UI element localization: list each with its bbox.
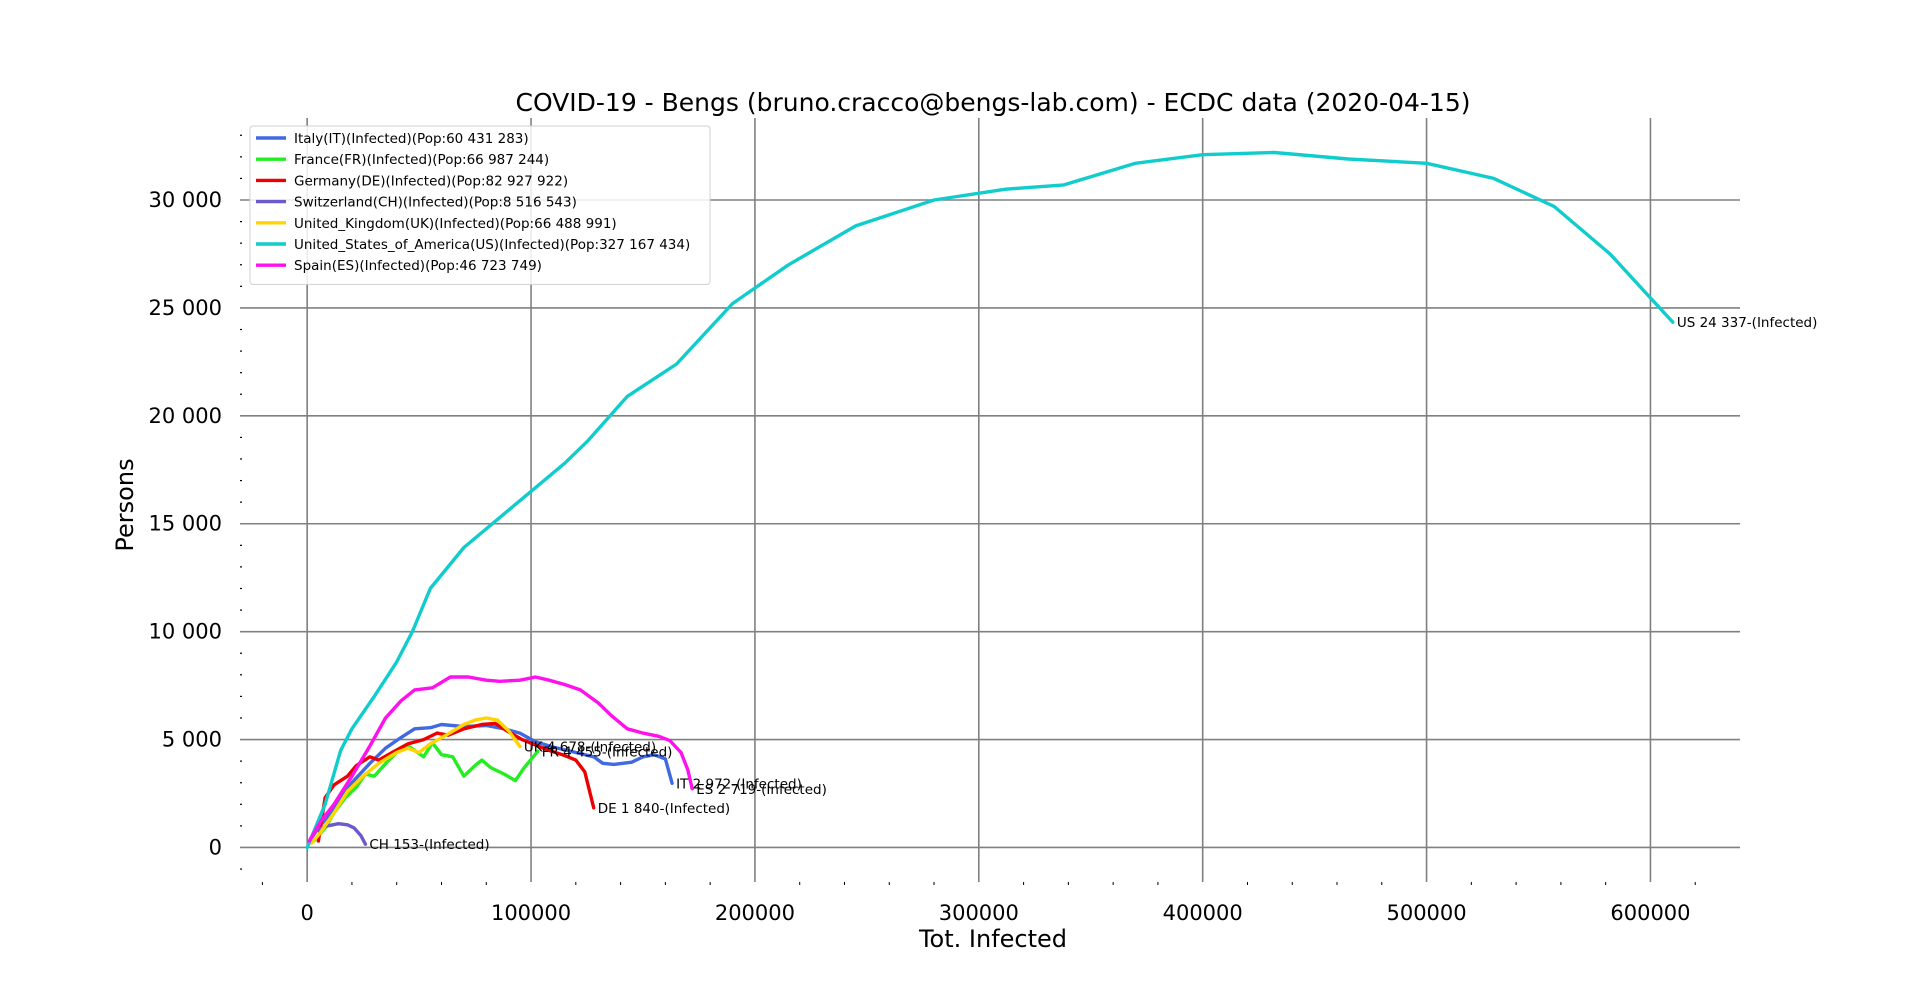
y-tick-label: 15 000 [149,512,222,536]
y-tick-label: 10 000 [149,620,222,644]
series-line [305,150,1675,850]
y-tick-label: 5 000 [162,728,222,752]
series-lines [305,150,1675,850]
legend-entry: Italy(IT)(Infected)(Pop:60 431 283) [294,131,529,147]
legend-entry: Germany(DE)(Infected)(Pop:82 927 922) [294,173,568,189]
legend-entry: France(FR)(Infected)(Pop:66 987 244) [294,152,549,168]
x-tick-label: 400000 [1163,901,1243,925]
x-tick-label: 100000 [491,901,571,925]
series-line [309,716,522,845]
y-tick-label: 0 [209,835,222,859]
series-end-labels: IT 2 972-(Infected)FR 4 455-(Infected) DE… [369,315,1817,853]
series-end-label: ES 2 719-(Infected) [696,782,827,798]
x-axis-label: Tot. Infected [918,925,1067,953]
y-tick-label: 30 000 [149,188,222,212]
x-tick-label: 600000 [1610,901,1690,925]
x-tick-label: 500000 [1386,901,1466,925]
x-tick-label: 200000 [715,901,795,925]
series-end-label: DE 1 840-(Infected) [598,801,730,817]
x-tick-label: 300000 [939,901,1019,925]
series-line [307,675,694,843]
legend: Italy(IT)(Infected)(Pop:60 431 283) Franc… [249,125,711,285]
x-tick-label: 0 [300,901,313,925]
series-line [312,741,540,843]
series-end-label: FR 4 455-(Infected) [542,744,673,760]
series-end-label: US 24 337-(Infected) [1677,315,1818,331]
y-tick-label: 25 000 [149,296,222,320]
legend-entry: United_Kingdom(UK)(Infected)(Pop:66 488 … [294,216,617,232]
series-end-label: IT 2 972-(Infected) [676,776,802,792]
chart-title: COVID-19 - Bengs (bruno.cracco@bengs-lab… [515,88,1470,117]
y-axis-label: Persons [111,458,139,551]
y-tick-label: 20 000 [149,404,222,428]
legend-box [249,125,711,285]
legend-entry: Spain(ES)(Infected)(Pop:46 723 749) [294,258,542,274]
legend-entry: Switzerland(CH)(Infected)(Pop:8 516 543) [294,195,577,211]
legend-entry: United_States_of_America(US)(Infected)(P… [294,237,690,253]
series-end-label: CH 153-(Infected) [369,837,489,853]
axes: 0 100000 200000 300000 400000 500000 600000 0 5 … [149,134,1696,925]
series-end-label: UK 4 678-(Infected) [524,740,656,756]
